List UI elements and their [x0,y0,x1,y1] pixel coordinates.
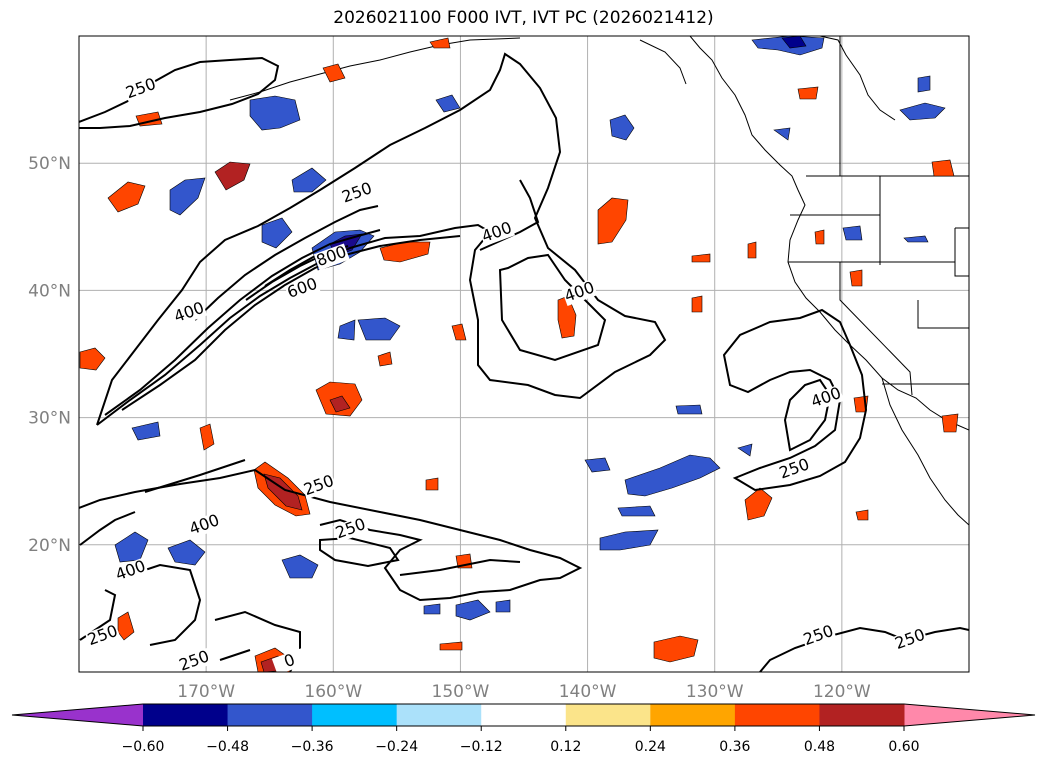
lat-tick-labels: 50°N 40°N 30°N 20°N [28,154,71,556]
colorbar: −0.60 −0.48 −0.36 −0.24 −0.12 0.12 0.24 0.36 0.4… [11,703,1036,755]
map-panel [79,36,969,672]
contour-label-bg [171,299,208,327]
lat-tick-label: 20°N [28,536,71,556]
contour-label-bg [776,455,813,483]
lat-tick-label: 50°N [28,154,71,174]
contour-label-bg [123,75,159,103]
lon-tick-label: 170°W [177,682,235,702]
colorbar-over-extension [904,704,1035,726]
colorbar-tick-label: 0.36 [719,739,750,755]
colorbar-tick-label: −0.48 [206,739,249,755]
colorbar-segment [819,704,905,726]
colorbar-segment [143,704,229,726]
lon-tick-label: 120°W [813,682,871,702]
lon-tick-labels: 170°W 160°W 150°W 140°W 130°W 120°W [177,682,871,702]
contour-label-bg [176,647,213,672]
colorbar-tick-label: −0.12 [460,739,503,755]
colorbar-tick-label: 0.48 [804,739,835,755]
contour-label-bg [892,626,929,654]
contour-label-bg [301,472,337,500]
colorbar-segment [312,704,398,726]
contour-label-bg [339,179,376,207]
contour-label-bg [186,511,223,539]
colorbar-tick-label: 0.24 [635,739,666,755]
colorbar-tick-label: −0.36 [291,739,334,755]
lon-tick-label: 150°W [432,682,490,702]
lon-tick-label: 160°W [304,682,362,702]
map-frame [78,35,970,673]
contour-label-bg [561,279,598,306]
contour-label-bg [271,647,308,672]
colorbar-segment [650,704,736,726]
lon-tick-label: 130°W [686,682,744,702]
lat-tick-label: 30°N [28,409,71,429]
contour-label-bg [479,219,515,247]
contour-label-bg [84,622,121,650]
colorbar-tick-label: 0.60 [888,739,919,755]
contour-label-bg [332,515,369,543]
ivt-pc-shading [79,36,959,672]
lat-tick-label: 40°N [28,281,71,301]
map-title: 2026021100 F000 IVT, IVT PC (2026021412) [333,8,714,28]
colorbar-segment [481,704,567,726]
lon-tick-label: 140°W [559,682,617,702]
coastlines [229,36,969,526]
colorbar-tick-label: −0.60 [122,739,165,755]
colorbar-tick-label: 0.12 [550,739,581,755]
colorbar-segment [565,704,651,726]
colorbar-segment [734,704,820,726]
contour-label-bg [808,384,845,412]
contour-label-bg [284,275,321,303]
colorbar-segment [227,704,313,726]
contour-label-bg [112,557,149,585]
colorbar-under-extension [12,704,143,726]
colorbar-segment [396,704,482,726]
contour-label-bg [800,622,837,650]
colorbar-tick-label: −0.24 [375,739,418,755]
contour-label-bg [313,243,350,271]
